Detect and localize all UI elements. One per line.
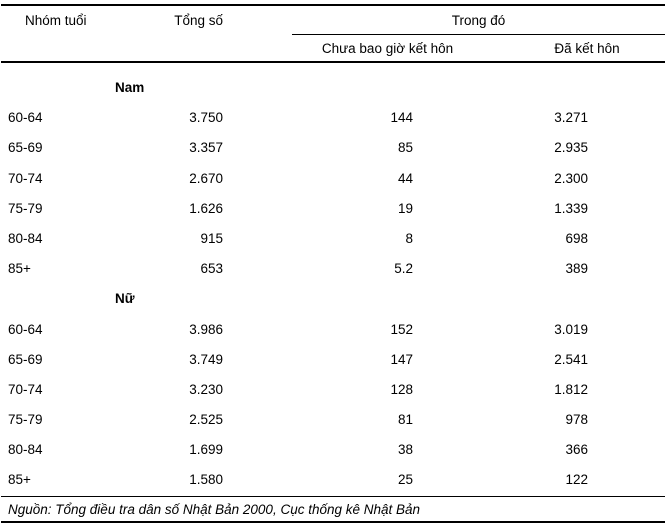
age-group-cell: 80-84: [8, 442, 43, 458]
source-note: Nguồn: Tổng điều tra dân số Nhật Bản 200…: [8, 502, 421, 517]
never-married-cell: 5.2: [394, 261, 413, 277]
total-cell: 2.670: [189, 170, 223, 186]
age-group-cell: 80-84: [8, 230, 43, 246]
column-header-married: Đã kết hôn: [554, 41, 620, 56]
total-cell: 915: [200, 230, 223, 246]
married-cell: 122: [565, 472, 588, 488]
never-married-cell: 8: [405, 230, 413, 246]
section-label-row-male: Nam: [0, 78, 668, 108]
table-row: 80-84 915 8 698: [0, 229, 668, 259]
age-group-cell: 85+: [8, 261, 31, 277]
total-cell: 3.230: [189, 381, 223, 397]
total-cell: 2.525: [189, 412, 223, 428]
never-married-cell: 152: [390, 321, 413, 337]
age-group-cell: 65-69: [8, 140, 43, 156]
age-group-cell: 60-64: [8, 110, 43, 126]
column-header-in-which: Trong đó: [451, 13, 506, 28]
never-married-cell: 25: [397, 472, 413, 488]
age-group-cell: 75-79: [8, 412, 43, 428]
never-married-cell: 81: [397, 412, 413, 428]
age-group-cell: 75-79: [8, 200, 43, 216]
never-married-cell: 147: [390, 351, 413, 367]
age-group-cell: 70-74: [8, 381, 43, 397]
age-group-cell: 60-64: [8, 321, 43, 337]
section-label-row-female: Nữ: [0, 289, 668, 319]
source-top-rule: [1, 496, 665, 497]
total-cell: 3.750: [189, 110, 223, 126]
table-row: 65-69 3.357 85 2.935: [0, 138, 668, 168]
table-row: 85+ 1.580 25 122: [0, 470, 668, 500]
never-married-cell: 19: [397, 200, 413, 216]
column-header-age-group: Nhóm tuổi: [25, 13, 87, 28]
table-row: 70-74 3.230 128 1.812: [0, 380, 668, 410]
married-cell: 2.935: [554, 140, 588, 156]
table-row: 85+ 653 5.2 389: [0, 259, 668, 289]
total-cell: 1.580: [189, 472, 223, 488]
married-cell: 1.812: [554, 381, 588, 397]
never-married-cell: 144: [390, 110, 413, 126]
total-cell: 653: [200, 261, 223, 277]
never-married-cell: 38: [397, 442, 413, 458]
married-cell: 366: [565, 442, 588, 458]
married-cell: 2.541: [554, 351, 588, 367]
married-cell: 698: [565, 230, 588, 246]
never-married-cell: 44: [397, 170, 413, 186]
table-row: 75-79 2.525 81 978: [0, 410, 668, 440]
married-cell: 978: [565, 412, 588, 428]
married-cell: 1.339: [554, 200, 588, 216]
column-header-total: Tổng số: [174, 13, 223, 28]
table-bottom-rule: [1, 521, 665, 523]
section-label: Nữ: [115, 291, 135, 307]
total-cell: 3.357: [189, 140, 223, 156]
table-row: 60-64 3.986 152 3.019: [0, 320, 668, 350]
header-bottom-rule: [1, 61, 665, 63]
never-married-cell: 85: [397, 140, 413, 156]
table-row: 75-79 1.626 19 1.339: [0, 199, 668, 229]
table-row: 60-64 3.750 144 3.271: [0, 108, 668, 138]
married-cell: 3.019: [554, 321, 588, 337]
column-header-never-married: Chưa bao giờ kết hôn: [321, 41, 454, 56]
age-group-cell: 70-74: [8, 170, 43, 186]
age-group-cell: 65-69: [8, 351, 43, 367]
married-cell: 389: [565, 261, 588, 277]
never-married-cell: 128: [390, 381, 413, 397]
total-cell: 3.986: [189, 321, 223, 337]
table-row: 80-84 1.699 38 366: [0, 440, 668, 470]
married-cell: 3.271: [554, 110, 588, 126]
married-cell: 2.300: [554, 170, 588, 186]
total-cell: 1.626: [189, 200, 223, 216]
table-body: Nam 60-64 3.750 144 3.271 65-69 3.357 85…: [0, 78, 668, 501]
table-top-rule: [1, 4, 665, 6]
table-row: 65-69 3.749 147 2.541: [0, 350, 668, 380]
in-which-underline-rule: [292, 34, 665, 35]
table-row: 70-74 2.670 44 2.300: [0, 169, 668, 199]
age-group-cell: 85+: [8, 472, 31, 488]
section-label: Nam: [115, 80, 145, 95]
total-cell: 1.699: [189, 442, 223, 458]
total-cell: 3.749: [189, 351, 223, 367]
